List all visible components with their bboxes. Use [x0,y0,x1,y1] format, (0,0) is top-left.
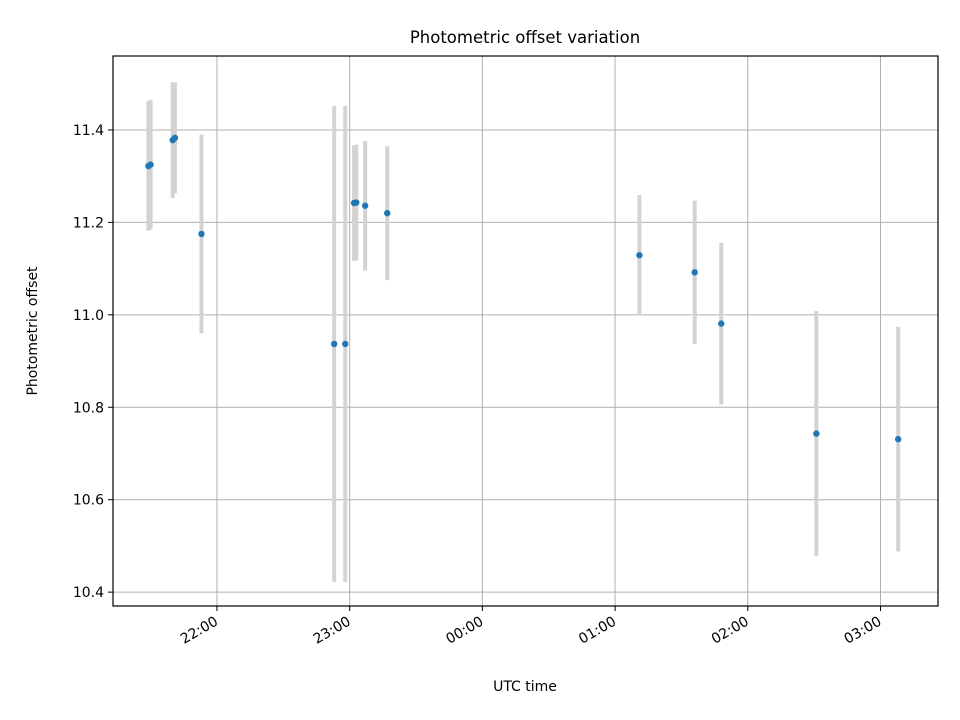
data-point [353,199,360,206]
plot-frame [112,55,939,607]
data-point [636,252,643,259]
data-point [361,202,369,209]
data-point [718,320,725,327]
data-point [813,430,820,437]
data-point [894,435,902,443]
data-point [342,340,349,348]
y-tick-label: 11.2 [73,215,104,231]
data-point [147,161,154,168]
data-point [171,134,179,142]
data-point [198,230,205,238]
chart-title: Photometric offset variation [410,28,640,47]
grid [113,56,938,606]
y-tick-label: 11.0 [73,308,104,324]
y-tick-label: 10.4 [73,585,104,601]
x-axis-label: UTC time [493,679,557,695]
y-tick-label: 11.4 [73,123,104,139]
y-tick-label: 10.8 [73,400,104,416]
data-points [145,134,902,443]
y-tick-label: 10.6 [73,493,104,509]
data-point [330,340,338,348]
data-point [691,269,698,276]
data-point [384,209,391,217]
y-axis-label: Photometric offset [25,266,41,396]
